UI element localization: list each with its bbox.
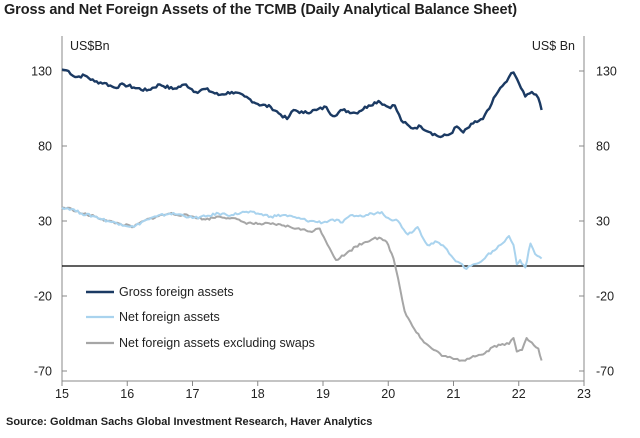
right-y-ticks: 130 80 30 -20 -70	[579, 65, 617, 379]
right-y-tick-label: -70	[596, 365, 614, 379]
x-ticks: 15 16 17 18 19 20 21 22 23	[55, 381, 591, 401]
x-tick-label: 16	[120, 387, 134, 401]
x-tick-label: 19	[316, 387, 330, 401]
x-tick-label: 17	[186, 387, 200, 401]
left-axis-unit: US$Bn	[70, 39, 110, 53]
series-net-foreign-assets	[61, 206, 543, 270]
right-axis-unit: US$ Bn	[532, 39, 575, 53]
source-note: Source: Goldman Sachs Global Investment …	[6, 416, 373, 428]
x-tick-label: 21	[447, 387, 461, 401]
left-y-ticks: 130 80 30 -20 -70	[31, 65, 67, 379]
x-tick-label: 18	[251, 387, 265, 401]
x-tick-label: 23	[577, 387, 591, 401]
legend: Gross foreign assets Net foreign assets Ne…	[86, 285, 315, 350]
left-y-tick-label: 130	[31, 65, 52, 79]
x-tick-label: 20	[381, 387, 395, 401]
right-y-tick-label: 80	[596, 140, 610, 154]
series-group	[61, 68, 543, 362]
series-gross-foreign-assets	[61, 68, 543, 139]
right-y-tick-label: 130	[596, 65, 617, 79]
chart-title: Gross and Net Foreign Assets of the TCMB…	[4, 2, 517, 18]
right-y-tick-label: -20	[596, 290, 614, 304]
legend-label: Gross foreign assets	[119, 285, 234, 299]
left-y-tick-label: 80	[38, 140, 52, 154]
left-y-tick-label: -70	[34, 365, 52, 379]
x-tick-label: 22	[512, 387, 526, 401]
left-y-tick-label: -20	[34, 290, 52, 304]
left-y-tick-label: 30	[38, 215, 52, 229]
legend-label: Net foreign assets	[119, 310, 220, 324]
x-tick-label: 15	[55, 387, 69, 401]
legend-label: Net foreign assets excluding swaps	[119, 336, 315, 350]
right-y-tick-label: 30	[596, 215, 610, 229]
